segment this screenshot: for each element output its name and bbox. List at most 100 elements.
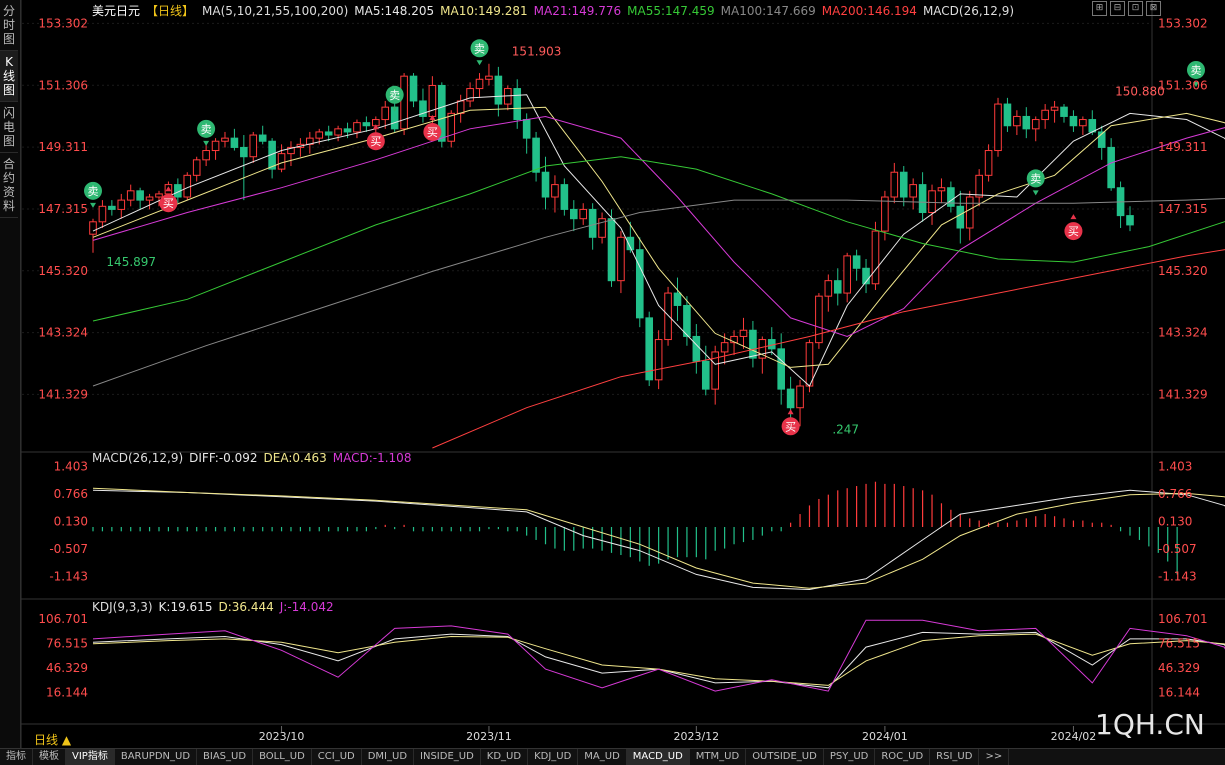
candle-body	[928, 190, 936, 214]
candle-body	[786, 388, 795, 409]
indicator-tab[interactable]: DMI_UD	[362, 749, 415, 765]
sell-marker	[470, 39, 489, 58]
candle-body	[815, 295, 823, 344]
candle-body	[362, 122, 371, 127]
indicator-tab[interactable]: INSIDE_UD	[414, 749, 481, 765]
candle-body	[1107, 146, 1115, 189]
indicator-tab[interactable]: CCI_UD	[312, 749, 362, 765]
candle-body	[1031, 119, 1040, 130]
indicator-tab[interactable]: MACD_UD	[626, 749, 690, 765]
indicator-tab[interactable]: OUTSIDE_UD	[746, 749, 824, 765]
price-tick-right: 143.324	[1158, 326, 1208, 340]
indicator-tab[interactable]: VIP指标	[66, 749, 115, 765]
candle-body	[277, 153, 286, 170]
candle-body	[598, 218, 606, 238]
signal-label: 买	[1068, 225, 1079, 238]
candle-body	[287, 146, 295, 155]
price-tick-right: 145.320	[1158, 264, 1208, 278]
candle-body	[230, 137, 239, 148]
candle-body	[419, 100, 427, 117]
indicator-tab[interactable]: KD_UD	[481, 749, 529, 765]
signal-arrow	[476, 60, 483, 66]
candle-body	[353, 122, 361, 133]
candle-body	[692, 335, 701, 362]
macd-dea-value: DEA:0.463	[264, 451, 327, 465]
window-icon-2[interactable]: ⊡	[1128, 1, 1143, 16]
macd-diff-line	[92, 489, 1225, 591]
candle-body	[626, 236, 635, 251]
indicator-tab[interactable]: RSI_UD	[930, 749, 980, 765]
kdj-tick-right: 106.701	[1158, 612, 1208, 626]
candle-body	[438, 84, 446, 142]
indicator-tab[interactable]: >>	[979, 749, 1010, 765]
candle-body	[824, 280, 833, 297]
indicator-tab[interactable]: MTM_UD	[690, 749, 747, 765]
candle-body	[871, 230, 880, 285]
left-sidebar: 分时图 K线图 闪电图 合约资料	[0, 0, 21, 748]
window-icon-3[interactable]: ⊠	[1146, 1, 1161, 16]
signal-label: 卖	[201, 123, 212, 136]
buy-marker	[781, 417, 800, 436]
candle-body	[843, 255, 851, 294]
candle-body	[400, 75, 408, 130]
indicator-tab[interactable]: KDJ_UD	[528, 749, 579, 765]
sell-marker	[1186, 60, 1205, 79]
sidebar-tab-1[interactable]: K线图	[0, 51, 18, 102]
candle-body	[833, 280, 842, 294]
macd-diff-value: DIFF:-0.092	[189, 451, 257, 465]
period-label[interactable]: 日线 ▲	[34, 733, 72, 747]
candle-body	[720, 342, 729, 353]
price-tick-right: 153.302	[1158, 16, 1208, 30]
candle-body	[805, 342, 814, 387]
indicator-tab[interactable]: 指标	[0, 749, 33, 765]
signal-arrow	[429, 114, 436, 120]
sidebar-tab-3[interactable]: 合约资料	[0, 153, 18, 218]
ma55-line	[92, 156, 1225, 322]
window-icon-group: ⊞ ⊟ ⊡ ⊠	[1092, 1, 1161, 16]
candle-body	[654, 339, 663, 381]
sell-marker	[1026, 169, 1045, 188]
indicator-tab[interactable]: PSY_UD	[824, 749, 876, 765]
indicator-tab[interactable]: ROC_UD	[875, 749, 931, 765]
indicator-tab[interactable]: BOLL_UD	[253, 749, 312, 765]
candle-body	[588, 208, 597, 238]
macd-tick-right: 1.403	[1158, 459, 1192, 473]
ma-group-label: MA(5,10,21,55,100,200)	[202, 4, 348, 18]
candle-body	[1088, 119, 1097, 133]
candle-body	[796, 385, 804, 409]
candle-body	[673, 292, 682, 306]
kdj-tick-left: 16.144	[46, 686, 88, 700]
candle-body	[711, 351, 719, 390]
macd-tick-left: -0.507	[49, 542, 88, 556]
candle-body	[221, 137, 229, 142]
candle-body	[956, 205, 965, 229]
candle-body	[108, 205, 116, 210]
signal-arrow	[391, 106, 398, 112]
indicator-tab[interactable]: 模板	[33, 749, 66, 765]
signal-label: 卖	[1190, 64, 1201, 77]
candle-body	[381, 106, 390, 121]
candle-body	[183, 174, 192, 198]
sidebar-tab-0[interactable]: 分时图	[0, 0, 18, 51]
candle-body	[334, 128, 342, 136]
indicator-tab[interactable]: BARUPDN_UD	[115, 749, 198, 765]
window-icon-0[interactable]: ⊞	[1092, 1, 1107, 16]
ma200-line	[432, 249, 1225, 449]
candle-body	[560, 184, 569, 210]
date-label: 2023/10	[259, 730, 305, 743]
buy-marker	[423, 122, 442, 141]
candle-body	[777, 348, 785, 390]
window-icon-1[interactable]: ⊟	[1110, 1, 1125, 16]
watermark: 1QH.CN	[1095, 708, 1205, 741]
macd-macd-value: MACD:-1.108	[333, 451, 412, 465]
ma21-value: MA21:149.776	[534, 4, 622, 18]
kdj-j-value: J:-14.042	[279, 600, 334, 614]
signal-label: 卖	[474, 42, 485, 55]
indicator-tab[interactable]: MA_UD	[578, 749, 627, 765]
indicator-tab[interactable]: BIAS_UD	[197, 749, 254, 765]
sidebar-tab-2[interactable]: 闪电图	[0, 102, 18, 153]
price-annotation: 150.880	[1115, 85, 1165, 99]
kdj-k-line	[92, 631, 1225, 689]
signal-label: 买	[370, 135, 381, 148]
candle-body	[155, 193, 163, 198]
